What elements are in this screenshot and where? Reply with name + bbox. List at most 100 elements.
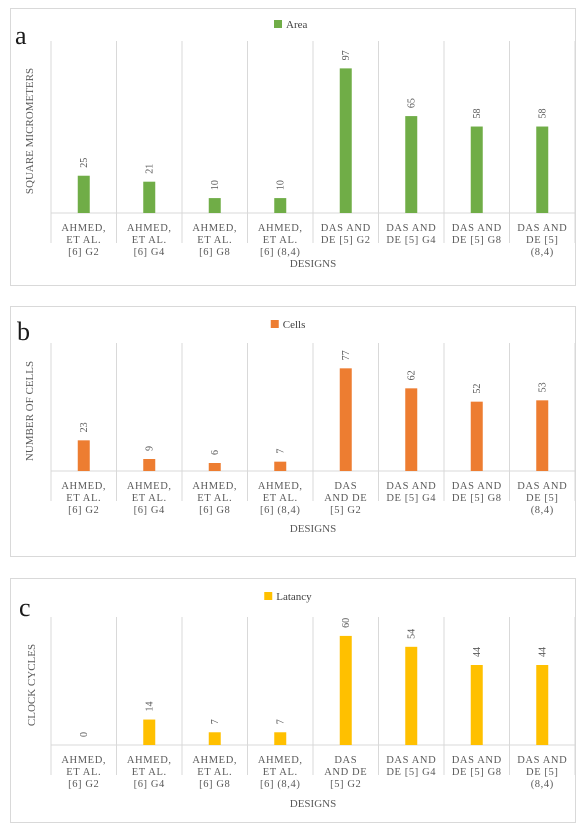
data-label: 9 (144, 446, 155, 451)
chart-panel-cells: b Cells 23 AHMED, ET AL. [6] G2 9 AHMED, ET AL.… (10, 306, 576, 557)
bar (77, 175, 90, 213)
data-label: 58 (472, 109, 483, 119)
category-label: AHMED, (192, 755, 237, 766)
data-label: 23 (79, 422, 90, 432)
category-label: DE [5] (526, 493, 558, 504)
legend-label: Area (286, 19, 307, 31)
data-label: 7 (210, 719, 221, 724)
category-label: DAS (334, 755, 357, 766)
bar (536, 665, 549, 745)
data-label: 14 (144, 702, 155, 712)
data-label: 44 (472, 647, 483, 657)
category-label: DE [5] G8 (452, 235, 502, 246)
data-label: 7 (275, 449, 286, 454)
category-label: DAS AND (517, 223, 567, 234)
data-label: 44 (537, 647, 548, 657)
chart-panel-latency: c Latancy 0 AHMED, ET AL. [6] G2 14 AHMED, ET A… (10, 578, 576, 823)
x-axis-title: DESIGNS (290, 798, 336, 810)
category-label: ET AL. (197, 493, 232, 504)
data-label: 52 (472, 384, 483, 394)
bar (274, 732, 287, 745)
category-label: DE [5] (526, 235, 558, 246)
category-label: DE [5] (526, 767, 558, 778)
category-label: ET AL. (263, 767, 298, 778)
bar (143, 719, 156, 745)
category-label: AHMED, (192, 481, 237, 492)
category-label: ET AL. (263, 493, 298, 504)
category-label: DAS AND (452, 755, 502, 766)
data-label: 21 (144, 164, 155, 174)
category-label: ET AL. (132, 235, 167, 246)
bar (143, 459, 156, 471)
data-label: 54 (406, 629, 417, 639)
category-label: AHMED, (127, 481, 172, 492)
x-axis-title: DESIGNS (290, 523, 336, 535)
category-label: [6] G4 (134, 247, 165, 258)
data-label: 7 (275, 719, 286, 724)
category-label: ET AL. (66, 493, 101, 504)
panel-letter: b (17, 317, 30, 346)
category-label: AHMED, (258, 223, 303, 234)
bar (405, 646, 418, 745)
bar (536, 126, 549, 213)
category-label: AHMED, (258, 755, 303, 766)
category-label: AHMED, (192, 223, 237, 234)
data-label: 60 (341, 618, 352, 628)
bar (143, 181, 156, 213)
category-label: DAS AND (386, 755, 436, 766)
category-label: [6] (8,4) (260, 505, 300, 516)
data-label: 58 (537, 109, 548, 119)
bar (405, 388, 418, 471)
category-label: ET AL. (66, 235, 101, 246)
category-label: AHMED, (61, 223, 106, 234)
category-label: AHMED, (127, 755, 172, 766)
category-label: DAS AND (452, 223, 502, 234)
x-axis-title: DESIGNS (290, 258, 336, 270)
data-label: 53 (537, 382, 548, 392)
legend-swatch (270, 320, 279, 328)
bar (208, 732, 221, 745)
category-label: DAS AND (321, 223, 371, 234)
category-label: DE [5] G4 (386, 767, 436, 778)
category-label: (8,4) (531, 779, 554, 790)
category-label: ET AL. (263, 235, 298, 246)
category-label: ET AL. (132, 767, 167, 778)
category-label: [5] G2 (330, 505, 361, 516)
category-label: DAS AND (386, 481, 436, 492)
data-label: 0 (79, 732, 90, 737)
panel-letter: c (19, 593, 31, 622)
legend-swatch (264, 592, 273, 600)
chart-panel-area: a Area 25 AHMED, ET AL. [6] G2 21 AHMED, ET AL.… (10, 8, 576, 286)
bar (470, 401, 483, 471)
category-label: [5] G2 (330, 779, 361, 790)
category-label: DAS AND (452, 481, 502, 492)
category-label: DAS (334, 481, 357, 492)
data-label: 65 (406, 98, 417, 108)
category-label: AHMED, (61, 481, 106, 492)
category-label: (8,4) (531, 505, 554, 516)
bar (208, 198, 221, 213)
category-label: AND DE (324, 493, 367, 504)
category-label: ET AL. (197, 767, 232, 778)
category-label: (8,4) (531, 247, 554, 258)
category-label: DE [5] G8 (452, 493, 502, 504)
category-label: [6] G2 (68, 247, 99, 258)
y-axis-title: SQUARE MICROMETERS (24, 68, 36, 194)
category-label: DE [5] G4 (386, 235, 436, 246)
category-label: [6] G4 (134, 779, 165, 790)
y-axis-title: NUMBER OF CELLS (24, 361, 36, 461)
data-label: 6 (210, 450, 221, 455)
category-label: DE [5] G8 (452, 767, 502, 778)
category-label: AHMED, (61, 755, 106, 766)
category-label: ET AL. (66, 767, 101, 778)
category-label: DAS AND (386, 223, 436, 234)
panel-letter: a (15, 21, 27, 50)
data-label: 10 (275, 180, 286, 190)
bar (208, 463, 221, 471)
data-label: 25 (79, 158, 90, 168)
data-label: 97 (341, 50, 352, 60)
y-axis-title: CLOCK CYCLES (26, 644, 38, 726)
category-label: [6] G8 (199, 247, 230, 258)
